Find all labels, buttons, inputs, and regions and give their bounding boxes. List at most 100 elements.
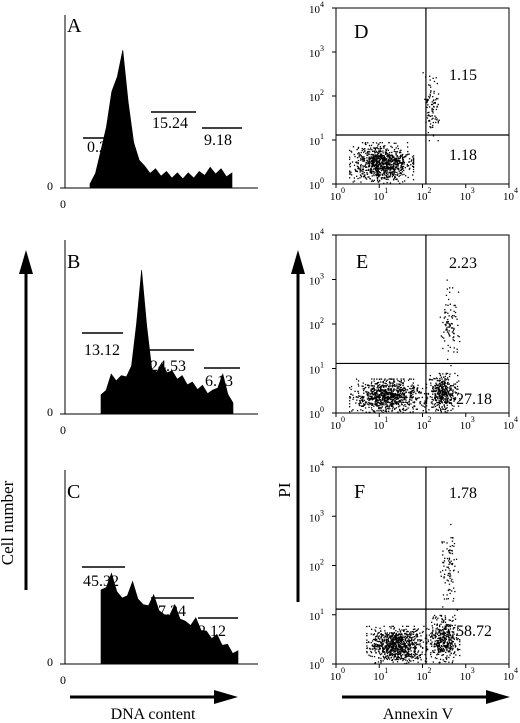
event-dot bbox=[433, 377, 435, 380]
event-dot bbox=[417, 658, 419, 660]
event-dot bbox=[408, 647, 410, 649]
event-dot bbox=[415, 657, 418, 659]
event-dot bbox=[387, 408, 390, 410]
event-dot bbox=[380, 636, 383, 638]
event-dot bbox=[451, 637, 453, 639]
event-dot bbox=[358, 156, 360, 158]
event-dot bbox=[415, 646, 417, 649]
event-dot bbox=[386, 632, 388, 634]
event-dot bbox=[439, 661, 441, 664]
event-dot bbox=[371, 409, 373, 411]
event-dot bbox=[384, 378, 386, 380]
event-dot bbox=[435, 384, 437, 386]
event-dot bbox=[445, 304, 447, 306]
event-dot bbox=[450, 399, 452, 401]
event-dot bbox=[439, 658, 442, 660]
event-dot bbox=[362, 169, 365, 171]
event-dot bbox=[387, 162, 389, 165]
event-dot bbox=[450, 394, 452, 396]
event-dot bbox=[369, 411, 371, 413]
event-dot bbox=[407, 165, 410, 167]
event-dot bbox=[372, 168, 375, 170]
event-dot bbox=[384, 653, 386, 655]
event-dot bbox=[387, 399, 389, 401]
event-dot bbox=[447, 589, 449, 592]
event-dot bbox=[403, 396, 405, 398]
event-dot bbox=[451, 631, 453, 633]
event-dot bbox=[444, 625, 447, 627]
event-dot bbox=[386, 163, 388, 165]
event-dot bbox=[376, 178, 379, 180]
event-dot bbox=[415, 398, 417, 400]
event-dot bbox=[390, 388, 393, 390]
event-dot bbox=[378, 174, 380, 176]
event-dot bbox=[453, 386, 456, 388]
event-dot bbox=[440, 623, 442, 625]
event-dot bbox=[397, 160, 399, 162]
event-dot bbox=[377, 661, 380, 663]
event-dot bbox=[433, 399, 435, 401]
event-dot bbox=[443, 376, 445, 378]
event-dot bbox=[449, 577, 451, 579]
event-dot bbox=[408, 153, 410, 155]
event-dot bbox=[363, 404, 365, 406]
event-dot bbox=[447, 326, 449, 328]
event-dot bbox=[386, 394, 388, 396]
event-dot bbox=[448, 636, 450, 638]
event-dot bbox=[456, 609, 458, 611]
event-dot bbox=[391, 638, 393, 641]
event-dot bbox=[411, 390, 413, 393]
event-dot bbox=[437, 642, 439, 645]
event-dot bbox=[393, 651, 395, 653]
event-dot bbox=[412, 161, 415, 164]
event-dot bbox=[399, 401, 401, 403]
event-dot bbox=[439, 632, 441, 634]
hist-fill bbox=[100, 269, 234, 415]
event-dot bbox=[381, 644, 383, 646]
event-dot bbox=[397, 158, 399, 160]
event-dot bbox=[395, 168, 397, 170]
event-dot bbox=[447, 321, 449, 323]
event-dot bbox=[399, 653, 401, 655]
event-dot bbox=[400, 379, 402, 382]
event-dot bbox=[378, 159, 380, 161]
event-dot bbox=[440, 409, 442, 412]
event-dot bbox=[450, 580, 452, 582]
event-dot bbox=[370, 397, 372, 400]
event-dot bbox=[369, 402, 371, 404]
event-dot bbox=[386, 159, 388, 161]
event-dot bbox=[395, 385, 397, 387]
event-dot bbox=[381, 154, 383, 157]
event-dot bbox=[380, 378, 383, 380]
event-dot bbox=[376, 172, 379, 174]
event-dot bbox=[405, 633, 407, 635]
event-dot bbox=[452, 385, 454, 387]
event-dot bbox=[370, 642, 372, 644]
event-dot bbox=[400, 653, 402, 655]
event-dot bbox=[447, 572, 450, 575]
event-dot bbox=[401, 643, 403, 645]
event-dot bbox=[401, 163, 403, 165]
event-dot bbox=[382, 647, 384, 649]
event-dot bbox=[385, 636, 387, 638]
event-dot bbox=[373, 398, 375, 400]
event-dot bbox=[383, 171, 385, 173]
event-dot bbox=[450, 560, 452, 562]
event-dot bbox=[374, 152, 376, 154]
event-dot bbox=[447, 643, 449, 645]
event-dot bbox=[374, 149, 377, 151]
event-dot bbox=[372, 180, 374, 182]
event-dot bbox=[457, 405, 460, 407]
event-dot bbox=[376, 173, 378, 175]
event-dot bbox=[427, 112, 429, 114]
event-dot bbox=[409, 167, 411, 169]
event-dot bbox=[437, 103, 439, 106]
event-dot bbox=[387, 401, 390, 403]
event-dot bbox=[449, 545, 451, 548]
event-dot bbox=[453, 587, 455, 589]
event-dot bbox=[395, 178, 397, 181]
event-dot bbox=[361, 385, 363, 387]
event-dot bbox=[397, 643, 399, 645]
event-dot bbox=[409, 648, 411, 650]
